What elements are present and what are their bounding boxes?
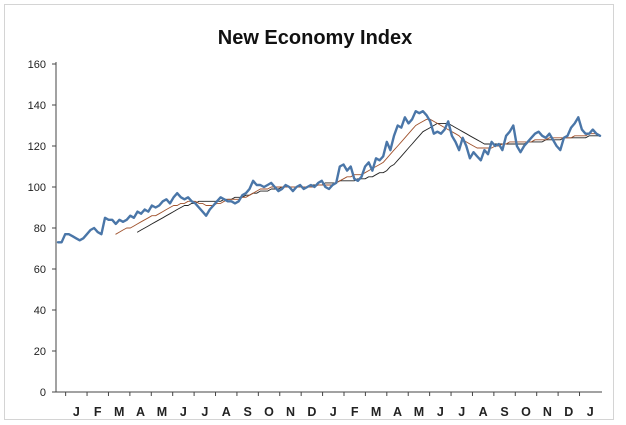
x-month-label: D (307, 405, 316, 419)
y-tick-label: 0 (40, 387, 46, 399)
x-month-label: M (414, 405, 424, 419)
x-month-label: O (264, 405, 274, 419)
x-month-label: O (521, 405, 531, 419)
x-month-label: A (479, 405, 488, 419)
series-group (56, 110, 602, 244)
y-tick-label: 80 (34, 223, 46, 235)
x-month-label: J (437, 405, 444, 419)
x-month-label: S (500, 405, 508, 419)
x-month-label: D (564, 405, 573, 419)
x-month-label: A (222, 405, 231, 419)
x-month-label: N (543, 405, 552, 419)
x-month-label: J (330, 405, 337, 419)
y-tick-label: 140 (28, 100, 46, 112)
y-tick-label: 20 (34, 346, 46, 358)
chart-title: New Economy Index (218, 27, 413, 49)
x-month-label: M (114, 405, 124, 419)
x-month-label: J (587, 405, 594, 419)
x-month-label: F (351, 405, 359, 419)
y-axis-ticks: 0 20 40 60 80 100 120 140 160 (28, 59, 56, 399)
x-month-label: J (73, 405, 80, 419)
axes (55, 62, 602, 393)
x-month-label: F (94, 405, 102, 419)
x-month-label: A (136, 405, 145, 419)
y-tick-label: 40 (34, 305, 46, 317)
x-month-label: M (157, 405, 167, 419)
x-month-label: M (371, 405, 381, 419)
x-month-label: J (458, 405, 465, 419)
series-line-index (56, 110, 602, 244)
x-month-label: N (286, 405, 295, 419)
x-month-label: S (243, 405, 251, 419)
y-tick-label: 120 (28, 141, 46, 153)
series-line-moving-average-long (137, 122, 601, 233)
x-month-label: J (201, 405, 208, 419)
x-month-label: A (393, 405, 402, 419)
y-tick-label: 100 (28, 182, 46, 194)
chart-frame (4, 4, 614, 420)
y-tick-label: 160 (28, 59, 46, 71)
series-line-moving-average-short (115, 118, 601, 235)
y-tick-label: 60 (34, 264, 46, 276)
x-month-label: J (180, 405, 187, 419)
